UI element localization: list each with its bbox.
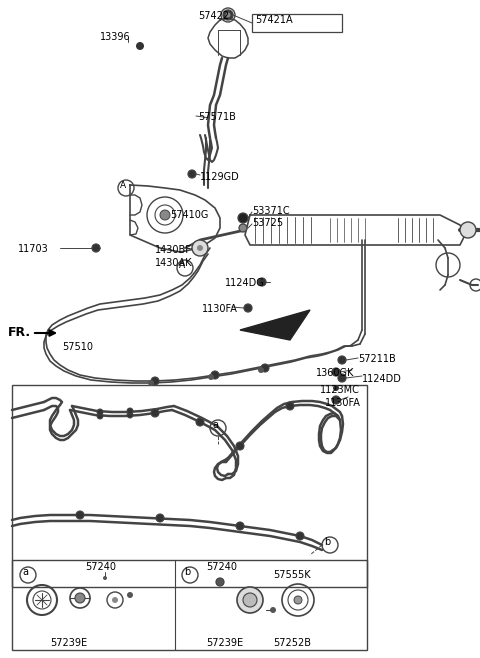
Bar [12,560,367,650]
Circle shape [236,522,244,530]
Text: 57240: 57240 [206,562,237,572]
Circle shape [223,10,233,20]
Circle shape [333,385,339,391]
Circle shape [192,240,208,256]
Circle shape [239,224,247,232]
Circle shape [270,607,276,613]
Circle shape [127,408,133,414]
Circle shape [208,374,214,380]
Text: 1430AK: 1430AK [155,258,192,268]
Text: 57240: 57240 [85,562,116,572]
Text: A: A [179,261,185,270]
Circle shape [332,396,340,404]
Text: 1430BF: 1430BF [155,245,192,255]
Circle shape [258,278,266,286]
Text: 53371C: 53371C [252,206,289,216]
Polygon shape [240,310,310,340]
Text: 1129GD: 1129GD [200,172,240,182]
Circle shape [112,597,118,603]
Text: 57571B: 57571B [198,112,236,122]
Bar [252,14,342,32]
Circle shape [296,532,304,540]
Circle shape [76,511,84,519]
Circle shape [188,170,196,178]
Text: 1130FA: 1130FA [325,398,361,408]
Circle shape [127,592,133,598]
Text: 1124DG: 1124DG [225,278,265,288]
Text: 57510: 57510 [62,342,93,352]
Circle shape [197,245,203,251]
Circle shape [236,442,244,450]
Circle shape [244,304,252,312]
Circle shape [216,578,224,586]
Circle shape [338,356,346,364]
Text: 11703: 11703 [18,244,49,254]
Circle shape [294,596,302,604]
Text: 1123MC: 1123MC [320,385,360,395]
Text: FR.: FR. [8,326,31,339]
Text: 1130FA: 1130FA [202,304,238,314]
Text: 1360GK: 1360GK [316,368,354,378]
Text: A: A [120,180,126,190]
Circle shape [148,380,154,386]
Circle shape [332,368,340,376]
Circle shape [237,587,263,613]
Circle shape [156,514,164,522]
Text: 57239E: 57239E [50,638,87,648]
Circle shape [261,364,269,372]
Circle shape [97,413,103,419]
Circle shape [151,377,159,385]
Text: 57410G: 57410G [170,210,208,220]
Circle shape [160,210,170,220]
Circle shape [243,593,257,607]
Text: 53725: 53725 [252,218,283,228]
Text: 57422: 57422 [198,11,229,21]
Bar [12,385,367,587]
Text: b: b [324,537,330,547]
Circle shape [151,409,159,417]
Text: 57239E: 57239E [206,638,243,648]
Circle shape [127,412,133,418]
Circle shape [92,244,100,252]
Text: 57252B: 57252B [273,638,311,648]
Text: a: a [22,567,28,577]
Text: 13396: 13396 [100,32,131,42]
Circle shape [103,576,107,580]
Circle shape [136,42,144,50]
Text: 57555K: 57555K [273,570,311,580]
Text: b: b [184,567,190,577]
Circle shape [238,213,248,223]
Circle shape [286,402,294,410]
Circle shape [460,222,476,238]
Circle shape [225,12,231,18]
Text: 1124DD: 1124DD [362,374,402,384]
Text: 57211B: 57211B [358,354,396,364]
Circle shape [211,371,219,379]
Text: 57421A: 57421A [255,15,293,25]
Circle shape [196,418,204,426]
Circle shape [97,409,103,415]
Circle shape [258,367,264,373]
Circle shape [338,374,346,382]
Text: a: a [212,420,218,430]
Circle shape [75,593,85,603]
